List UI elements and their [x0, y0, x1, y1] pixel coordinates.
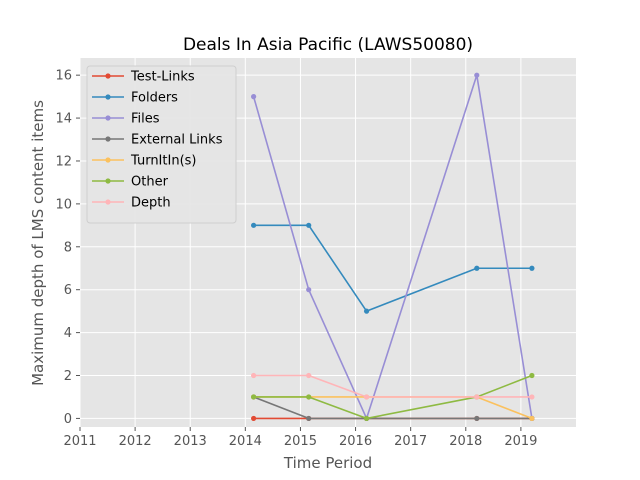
y-tick-label: 0: [64, 412, 72, 427]
data-point: [251, 372, 257, 379]
data-point: [251, 394, 257, 400]
legend-swatch-marker: [105, 136, 111, 142]
legend: Test-Links Folders Files External Links Turn…: [86, 65, 237, 224]
legend-label: Files: [131, 112, 160, 127]
series-depth: [251, 372, 535, 400]
data-point: [251, 415, 257, 422]
data-point: [251, 94, 257, 100]
x-tick-label: 2019: [504, 434, 537, 449]
data-point: [529, 394, 535, 400]
data-point: [529, 265, 535, 271]
y-tick-label: 12: [55, 154, 72, 169]
legend-item: TurnItIn(s): [92, 154, 196, 169]
legend-swatch-marker: [105, 73, 111, 79]
data-point: [529, 372, 535, 379]
legend-label: Folders: [131, 91, 178, 106]
x-tick-label: 2017: [394, 434, 427, 449]
x-tick-label: 2014: [229, 434, 262, 449]
data-point: [363, 415, 370, 422]
x-tick-label: 2012: [119, 434, 152, 449]
x-axis-label: Time Period: [283, 454, 372, 472]
legend-item: Test-Links: [92, 70, 195, 85]
legend-label: Other: [131, 175, 169, 190]
x-tick-label: 2015: [284, 434, 317, 449]
y-tick-label: 8: [64, 240, 72, 255]
data-point: [306, 287, 312, 293]
data-point: [363, 394, 370, 400]
series-layer: [251, 72, 535, 422]
legend-box: [86, 65, 237, 224]
y-tick-label: 14: [55, 112, 72, 127]
legend-swatch-marker: [105, 157, 111, 163]
legend-label: Test-Links: [130, 70, 195, 85]
x-tick-label: 2011: [63, 434, 96, 449]
x-tick-label: 2013: [174, 434, 207, 449]
legend-label: TurnItIn(s): [130, 154, 196, 169]
legend-item: Files: [92, 112, 160, 127]
x-axis: 2011 2012 2013 2014 2015 2016 2017 2018 2019: [63, 427, 537, 449]
data-point: [474, 394, 480, 400]
data-point: [306, 222, 312, 228]
data-point: [363, 308, 370, 314]
y-tick-label: 16: [55, 69, 72, 84]
legend-item: Depth: [92, 196, 171, 211]
legend-swatch-marker: [105, 178, 111, 184]
data-point: [474, 415, 480, 422]
x-tick-label: 2018: [449, 434, 482, 449]
data-point: [306, 394, 312, 400]
legend-item: External Links: [92, 133, 223, 148]
y-tick-label: 6: [64, 283, 72, 298]
legend-swatch-marker: [105, 199, 111, 205]
y-tick-label: 10: [55, 197, 72, 212]
y-tick-label: 2: [64, 369, 72, 384]
legend-item: Other: [92, 175, 169, 190]
y-tick-label: 4: [64, 326, 72, 341]
legend-swatch-marker: [105, 115, 111, 121]
data-point: [251, 222, 257, 228]
legend-label: External Links: [131, 133, 223, 148]
y-axis: 0 2 4 6 8 10 12 14 16: [55, 69, 80, 427]
legend-item: Folders: [92, 91, 178, 106]
data-point: [474, 265, 480, 271]
y-axis-label: Maximum depth of LMS content items: [29, 100, 47, 386]
data-point: [306, 372, 312, 379]
data-point: [306, 415, 312, 422]
legend-swatch-marker: [105, 94, 111, 100]
data-point: [474, 72, 480, 78]
chart-title: Deals In Asia Pacific (LAWS50080): [183, 35, 473, 55]
data-point: [529, 415, 535, 422]
legend-label: Depth: [131, 196, 171, 211]
x-tick-label: 2016: [339, 434, 372, 449]
